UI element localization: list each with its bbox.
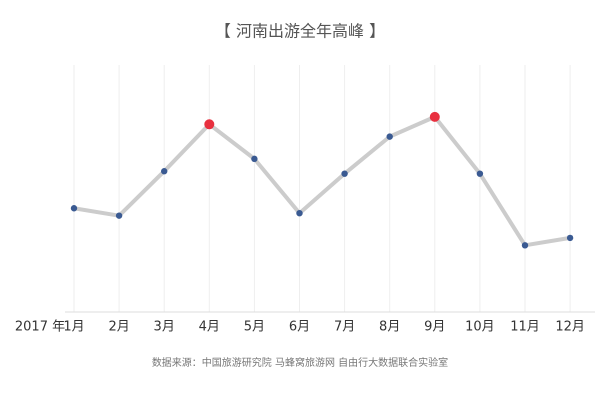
x-tick-label: 9月 bbox=[424, 320, 445, 335]
x-tick-label: 7月 bbox=[334, 320, 355, 335]
x-tick-label: 12月 bbox=[555, 320, 585, 335]
data-point bbox=[341, 170, 348, 177]
data-point bbox=[566, 234, 574, 242]
data-point bbox=[296, 210, 303, 217]
chart-title: 【 河南出游全年高峰 】 bbox=[215, 22, 385, 41]
data-point bbox=[204, 119, 215, 130]
x-tick-label: 11月 bbox=[510, 320, 540, 335]
x-tick-label: 3月 bbox=[154, 320, 175, 335]
data-point bbox=[251, 155, 258, 163]
x-tick-label: 4月 bbox=[199, 320, 220, 335]
x-tick-label: 1月 bbox=[63, 320, 84, 335]
data-point bbox=[429, 111, 440, 122]
x-tick-label: 6月 bbox=[289, 320, 310, 335]
x-tick-label: 2月 bbox=[108, 320, 129, 335]
data-point bbox=[115, 212, 123, 219]
data-line bbox=[73, 114, 571, 248]
x-tick-label: 8月 bbox=[379, 320, 400, 335]
data-point bbox=[386, 133, 393, 140]
data-point bbox=[70, 205, 78, 212]
x-axis-label: 2017 年 bbox=[15, 320, 65, 335]
data-point bbox=[521, 242, 529, 249]
source-note: 数据来源：中国旅游研究院 马蜂窝旅游网 自由行大数据联合实验室 bbox=[152, 356, 448, 369]
data-point bbox=[161, 168, 168, 175]
x-tick-label: 10月 bbox=[465, 320, 495, 335]
data-point bbox=[476, 170, 484, 177]
x-tick-label: 5月 bbox=[244, 320, 265, 335]
